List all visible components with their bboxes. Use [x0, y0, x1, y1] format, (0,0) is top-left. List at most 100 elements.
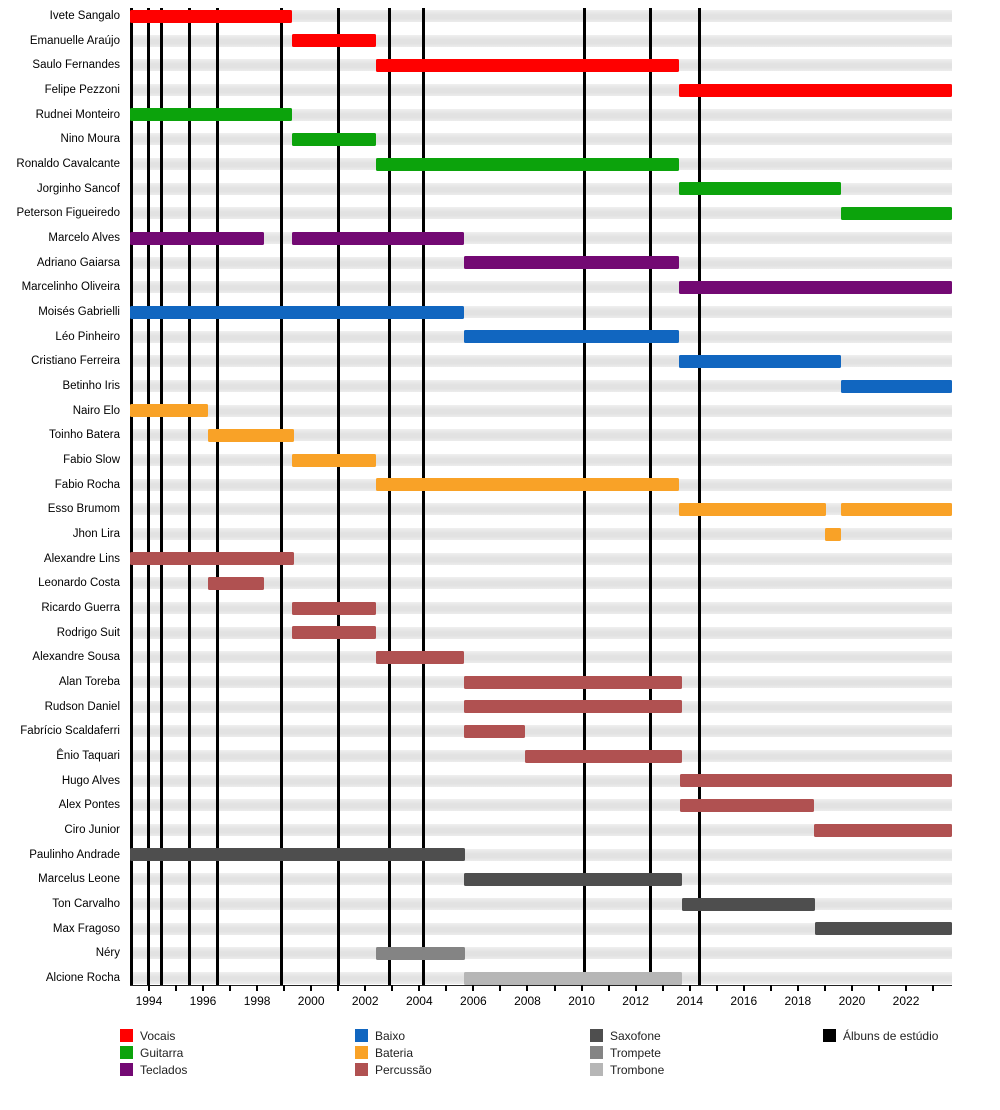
member-bar-percussion	[130, 552, 294, 566]
member-label: Alex Pontes	[58, 799, 120, 812]
axis-tick	[905, 985, 908, 991]
legend-label-guitar: Guitarra	[140, 1045, 184, 1060]
member-track	[130, 626, 952, 639]
member-bar-percussion	[463, 675, 682, 689]
member-track	[130, 207, 952, 220]
studio-album-line	[582, 8, 586, 985]
axis-tick	[445, 985, 448, 991]
member-label: Cristiano Ferreira	[31, 355, 120, 368]
member-bar-trumpet	[376, 946, 466, 960]
member-label: Ronaldo Cavalcante	[16, 158, 120, 170]
member-track	[130, 503, 952, 516]
axis-tick	[634, 985, 637, 991]
member-label: Ciro Junior	[64, 824, 120, 836]
axis-tick	[499, 985, 502, 991]
studio-album-line	[336, 8, 340, 985]
member-label: Adriano Gaiarsa	[36, 256, 120, 269]
legend-label-bass: Baixo	[375, 1028, 406, 1043]
legend-label-percussion: Percussão	[375, 1062, 432, 1077]
member-label: Alexandre Lins	[43, 552, 120, 565]
member-label: Fabio Rocha	[54, 478, 120, 491]
member-label: Marcelinho Oliveira	[21, 281, 120, 294]
member-bar-drums	[130, 404, 209, 418]
axis-tick-label: 2010	[568, 994, 595, 1008]
member-bar-percussion	[463, 700, 682, 714]
axis-tick	[877, 985, 880, 991]
member-label: Alexandre Sousa	[32, 651, 120, 664]
timeline-plot-area	[129, 8, 952, 986]
member-label: Jorginho Sancof	[36, 182, 120, 195]
member-track	[130, 10, 952, 22]
member-bar-guitar	[376, 157, 679, 171]
member-bar-keyboards	[292, 231, 464, 245]
member-label: Saulo Fernandes	[32, 59, 120, 72]
studio-album-line	[388, 8, 392, 985]
member-label: Ton Carvalho	[52, 898, 120, 910]
studio-album-line	[159, 8, 163, 985]
member-label: Léo Pinheiro	[55, 330, 120, 343]
axis-tick-label: 2012	[622, 994, 649, 1008]
legend-label-trumpet: Trompete	[610, 1045, 661, 1060]
legend-swatch-keyboards	[120, 1063, 133, 1076]
member-bar-percussion	[680, 798, 815, 812]
member-bar-sax	[130, 848, 466, 862]
member-bar-percussion	[292, 626, 377, 640]
member-bar-percussion	[376, 650, 464, 664]
member-track	[130, 725, 952, 738]
axis-tick	[391, 985, 394, 991]
studio-album-line	[421, 8, 425, 985]
member-bar-bass	[463, 330, 679, 344]
member-label: Jhon Lira	[72, 528, 120, 540]
member-bar-percussion	[292, 601, 377, 615]
axis-tick	[310, 985, 313, 991]
member-bar-vocals	[678, 83, 952, 97]
axis-tick-label: 2014	[676, 994, 704, 1008]
legend-swatch-albums	[823, 1029, 836, 1042]
member-label: Nino Moura	[60, 133, 120, 146]
member-label: Felipe Pezzoni	[44, 84, 120, 96]
legend-label-sax: Saxofone	[610, 1028, 661, 1043]
member-bar-drums	[841, 502, 952, 516]
member-label: Rodrigo Suit	[56, 626, 120, 639]
member-label: Rudson Daniel	[44, 700, 120, 713]
member-label: Max Fragoso	[52, 922, 120, 935]
member-label: Toinho Batera	[49, 429, 120, 442]
axis-tick-label: 2002	[351, 994, 379, 1008]
member-label: Betinho Iris	[62, 380, 120, 392]
member-label: Ênio Taquari	[56, 750, 120, 762]
member-track	[130, 602, 952, 614]
x-axis: 1994 1996 1998 2000 2002 2004 2006 2008 2010 2012…	[130, 985, 952, 1015]
studio-album-line	[216, 8, 220, 985]
axis-tick	[174, 985, 177, 991]
member-label: Alan Toreba	[58, 676, 120, 688]
member-label: Hugo Alves	[61, 774, 120, 787]
member-label: Ivete Sangalo	[49, 10, 120, 22]
legend-swatch-trombone	[590, 1063, 603, 1076]
axis-tick	[850, 985, 853, 991]
member-bar-bass	[841, 379, 952, 393]
axis-tick	[742, 985, 745, 991]
member-bar-percussion	[680, 774, 952, 788]
axis-tick	[147, 985, 150, 991]
member-bar-drums	[824, 527, 842, 541]
member-track	[130, 380, 952, 392]
member-label: Fabrício Scaldaferri	[20, 725, 120, 738]
member-track	[130, 133, 952, 146]
axis-tick-label: 2006	[460, 994, 487, 1008]
member-track	[130, 922, 952, 935]
axis-tick	[796, 985, 799, 991]
legend-swatch-vocals	[120, 1029, 133, 1042]
axis-tick	[715, 985, 718, 991]
member-bar-vocals	[376, 58, 679, 72]
member-bar-guitar	[841, 206, 952, 220]
legend-label-trombone: Trombone	[610, 1062, 665, 1077]
axis-tick	[283, 985, 286, 991]
legend-swatch-guitar	[120, 1046, 133, 1059]
member-label: Nairo Elo	[72, 404, 120, 417]
member-track	[130, 429, 952, 442]
member-track	[130, 404, 952, 417]
axis-tick-label: 2000	[297, 994, 325, 1008]
member-bar-percussion	[463, 724, 525, 738]
member-track	[130, 108, 952, 121]
